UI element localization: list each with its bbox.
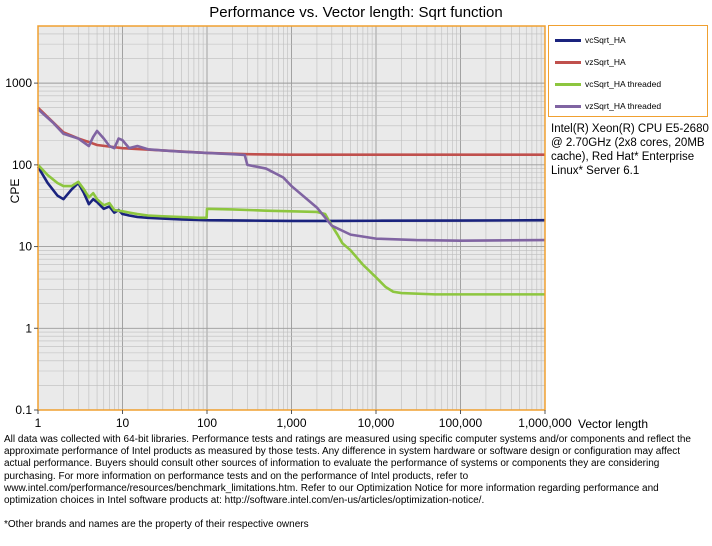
legend-item: vcSqrt_HA <box>555 32 626 48</box>
chart-canvas: 1 10 100 1,000 10,000 100,000 1,000,0000.11101… <box>5 25 572 430</box>
legend-swatch <box>555 38 581 42</box>
legend-label: vzSqrt_HA threaded <box>585 101 662 111</box>
disclaimer-text: All data was collected with 64-bit libra… <box>4 434 691 507</box>
x-tick-label: 10,000 <box>358 416 395 430</box>
series-line <box>37 108 546 242</box>
y-axis-label: CPE <box>8 178 22 204</box>
system-info: Intel(R) Xeon(R) CPU E5-2680 @ 2.70GHz (… <box>551 123 709 177</box>
y-tick-label: 1 <box>25 321 32 335</box>
x-axis-label: Vector length <box>578 417 649 431</box>
legend-item: vzSqrt_HA threaded <box>555 98 661 114</box>
legend-label: vcSqrt_HA <box>585 35 626 45</box>
y-tick-label: 100 <box>12 158 32 172</box>
legend-swatch <box>555 104 581 108</box>
series-line <box>37 163 545 296</box>
x-tick-label: 100,000 <box>439 416 483 430</box>
footnote-text: *Other brands and names are the property… <box>4 519 309 530</box>
legend-swatch <box>555 82 581 86</box>
legend: vcSqrt_HA vzSqrt_HA vcSqrt_HA threaded v… <box>548 25 708 117</box>
legend-item: vzSqrt_HA <box>555 54 626 70</box>
x-tick-label: 1,000 <box>276 416 306 430</box>
x-tick-label: 1 <box>35 416 42 430</box>
legend-swatch <box>555 60 581 64</box>
x-tick-label: 1,000,000 <box>518 416 572 430</box>
legend-label: vcSqrt_HA threaded <box>585 79 662 89</box>
chart-title: Performance vs. Vector length: Sqrt func… <box>209 4 503 21</box>
x-tick-label: 100 <box>197 416 217 430</box>
y-tick-label: 0.1 <box>15 403 32 417</box>
y-tick-label: 10 <box>19 240 33 254</box>
x-tick-label: 10 <box>116 416 130 430</box>
legend-item: vcSqrt_HA threaded <box>555 76 661 92</box>
y-tick-label: 1000 <box>5 76 32 90</box>
legend-label: vzSqrt_HA <box>585 57 626 67</box>
